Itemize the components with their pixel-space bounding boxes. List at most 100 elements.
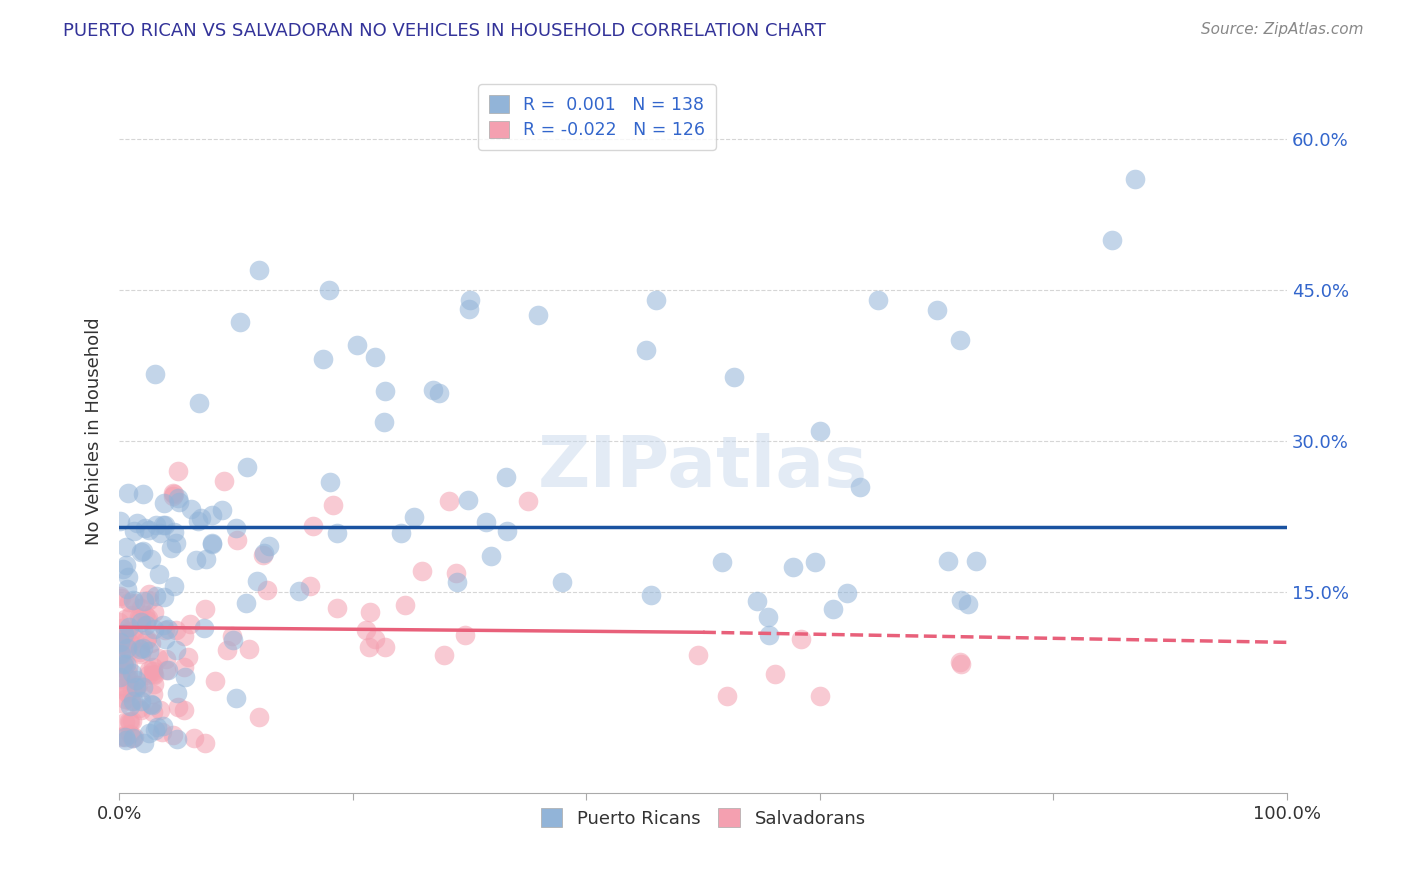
Point (173, 703, 195, 717)
Point (132, 594, 155, 608)
Point (194, 736, 217, 750)
Point (179, 616, 201, 631)
Point (115, 657, 138, 672)
Point (108, 670, 131, 684)
Point (156, 663, 179, 677)
Point (139, 697, 162, 711)
Point (139, 636, 162, 650)
Point (114, 670, 136, 684)
Point (129, 612, 152, 626)
Point (364, 350, 387, 364)
Point (135, 618, 157, 632)
Point (120, 726, 142, 740)
Point (124, 683, 146, 698)
Point (121, 593, 143, 607)
Point (114, 641, 136, 656)
Point (155, 651, 177, 665)
Point (193, 621, 215, 635)
Point (949, 592, 972, 607)
Point (112, 657, 135, 671)
Point (129, 545, 152, 559)
Point (167, 495, 190, 509)
Point (108, 615, 131, 629)
Point (1123, 172, 1146, 186)
Point (134, 607, 156, 622)
Point (135, 613, 157, 627)
Point (745, 593, 768, 607)
Point (758, 628, 780, 642)
Point (112, 729, 135, 743)
Point (118, 624, 141, 639)
Point (117, 569, 139, 583)
Point (256, 583, 278, 598)
Point (402, 509, 425, 524)
Point (111, 657, 134, 671)
Point (136, 611, 159, 625)
Point (166, 731, 188, 746)
Point (201, 537, 224, 551)
Point (821, 602, 844, 616)
Point (110, 635, 132, 649)
Point (211, 503, 233, 517)
Point (152, 518, 174, 533)
Point (142, 665, 165, 679)
Point (143, 668, 166, 682)
Point (634, 343, 657, 358)
Point (184, 553, 207, 567)
Point (132, 736, 155, 750)
Point (162, 486, 184, 500)
Point (141, 698, 163, 713)
Point (835, 585, 858, 599)
Point (112, 681, 135, 695)
Point (326, 526, 349, 541)
Point (150, 725, 173, 739)
Point (117, 686, 139, 700)
Point (146, 650, 169, 665)
Point (1101, 233, 1123, 247)
Point (394, 599, 416, 613)
Point (411, 564, 433, 578)
Point (165, 642, 187, 657)
Point (118, 673, 141, 687)
Point (125, 516, 148, 530)
Point (121, 624, 143, 638)
Point (868, 293, 890, 307)
Point (446, 574, 468, 589)
Point (118, 714, 141, 728)
Point (120, 693, 142, 707)
Point (152, 718, 174, 732)
Point (756, 609, 779, 624)
Point (145, 720, 167, 734)
Point (120, 608, 142, 623)
Point (221, 629, 243, 643)
Y-axis label: No Vehicles in Household: No Vehicles in Household (86, 318, 103, 545)
Point (115, 625, 138, 640)
Point (110, 696, 132, 710)
Point (194, 551, 217, 566)
Point (110, 591, 132, 606)
Point (108, 638, 131, 652)
Point (204, 673, 226, 688)
Legend: Puerto Ricans, Salvadorans: Puerto Ricans, Salvadorans (533, 801, 873, 835)
Point (117, 582, 139, 597)
Point (117, 635, 139, 649)
Point (346, 338, 368, 352)
Point (180, 501, 202, 516)
Point (159, 541, 181, 555)
Point (782, 560, 804, 574)
Point (804, 555, 827, 569)
Point (318, 283, 340, 297)
Point (236, 460, 259, 475)
Point (132, 487, 155, 501)
Point (287, 584, 309, 599)
Point (142, 666, 165, 681)
Point (253, 547, 276, 561)
Point (115, 540, 138, 554)
Point (153, 632, 176, 646)
Point (201, 508, 224, 522)
Point (433, 648, 456, 663)
Point (247, 263, 270, 277)
Point (173, 660, 195, 674)
Point (312, 352, 335, 367)
Point (475, 516, 498, 530)
